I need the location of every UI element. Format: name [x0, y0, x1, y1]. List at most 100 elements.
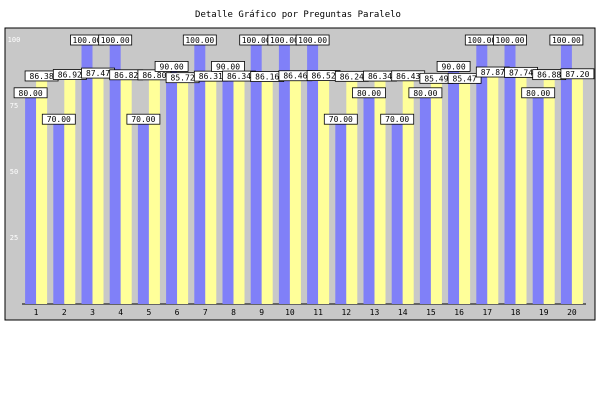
bar-series2: [487, 72, 499, 305]
chart-title: Detalle Gráfico por Preguntas Paralelo: [195, 10, 401, 20]
bar-series1: [194, 40, 206, 304]
category-labels: 1 2 3 4 5 6 7 8 9 10 11 12 13 14 15 16 17 18 19 20: [34, 308, 577, 317]
data-label-value: 90.00: [216, 62, 240, 71]
data-label-value: 100.00: [298, 36, 327, 45]
data-label-value: 86.34: [227, 72, 251, 81]
data-label-box: [380, 113, 415, 125]
bar-series1: [109, 40, 121, 304]
category-label: 15: [426, 308, 436, 317]
y-tick-label: 100: [8, 36, 21, 44]
data-label-value: 70.00: [385, 115, 409, 124]
y-tick-label: 50: [10, 168, 18, 176]
data-label-value: 87.74: [509, 68, 533, 77]
data-label-box: [13, 87, 48, 99]
bar-series2: [177, 77, 189, 304]
bar-series1: [335, 119, 347, 304]
data-label-box: [493, 34, 527, 46]
bar-series2: [402, 75, 414, 304]
bar-series2: [318, 75, 330, 305]
data-label-value: 86.16: [255, 73, 279, 82]
bar-series2: [64, 74, 76, 305]
data-label: 70.00: [380, 113, 415, 125]
data-label: 80.00: [352, 87, 386, 99]
bar-series2: [233, 76, 245, 304]
bar-series1: [81, 40, 93, 304]
category-label: 9: [259, 308, 264, 317]
category-label: 13: [370, 308, 380, 317]
data-label-value: 87.20: [565, 70, 589, 79]
bar-series1: [391, 119, 403, 304]
bar-series1: [53, 119, 65, 304]
bar-series2: [120, 74, 132, 304]
bar-series1: [250, 40, 262, 304]
y-tick-label: 75: [10, 102, 18, 110]
bar-series2: [205, 76, 217, 304]
data-label: 100.00: [295, 34, 330, 46]
bar-series1: [166, 66, 178, 305]
bar-series1: [222, 66, 234, 305]
bar-series1: [476, 40, 488, 304]
data-label-value: 86.80: [142, 71, 166, 80]
data-label-value: 87.47: [86, 69, 110, 78]
data-label-box: [521, 87, 556, 99]
data-label: 80.00: [408, 87, 443, 99]
category-label: 5: [146, 308, 151, 317]
bar-series2: [148, 74, 160, 305]
data-label: 87.20: [560, 68, 595, 80]
bar-series1: [532, 92, 544, 304]
y-tick-label: 25: [10, 234, 18, 242]
bar-series2: [430, 78, 442, 304]
data-label: 90.00: [436, 61, 471, 72]
bar-series2: [571, 73, 583, 305]
bar-series2: [36, 75, 48, 304]
category-label: 17: [482, 308, 492, 317]
bar-series2: [261, 76, 273, 304]
category-label: 19: [539, 308, 549, 317]
data-label-box: [295, 34, 330, 46]
data-label-value: 85.47: [453, 74, 477, 83]
data-label-value: 86.38: [30, 72, 54, 81]
data-label-value: 86.92: [58, 71, 82, 80]
data-label-value: 100.00: [552, 36, 581, 45]
category-label: 2: [62, 308, 67, 317]
data-label-value: 80.00: [413, 89, 437, 98]
data-label-value: 70.00: [131, 115, 155, 124]
data-label: 100.00: [549, 34, 584, 46]
data-label-box: [447, 72, 482, 84]
bar-series2: [515, 72, 527, 305]
data-label-value: 86.24: [340, 72, 364, 81]
bar-series1: [307, 40, 319, 304]
y-tick-labels: 25 50 75 100: [8, 36, 21, 242]
data-label: 90.00: [154, 61, 189, 72]
data-label-value: 100.00: [496, 36, 525, 45]
data-label-box: [436, 61, 471, 72]
category-label: 4: [118, 308, 123, 317]
data-label-value: 90.00: [160, 62, 184, 71]
data-label: 100.00: [493, 34, 527, 46]
data-label: 80.00: [521, 87, 556, 99]
data-label-value: 86.82: [114, 71, 138, 80]
data-label: 100.00: [182, 34, 217, 46]
data-label-value: 86.31: [199, 72, 223, 81]
bar-series1: [278, 40, 290, 304]
data-label-box: [98, 34, 133, 46]
data-label-value: 100.00: [185, 36, 214, 45]
category-label: 18: [511, 308, 521, 317]
data-label: 100.00: [98, 34, 133, 46]
data-label: 70.00: [126, 113, 161, 125]
data-label-box: [549, 34, 584, 46]
bar-series2: [543, 74, 555, 304]
category-label: 20: [567, 308, 577, 317]
category-label: 3: [90, 308, 95, 317]
bar-series2: [459, 78, 471, 305]
data-label-value: 86.52: [312, 72, 336, 81]
data-label-box: [154, 61, 189, 72]
bar-series2: [346, 76, 358, 304]
data-label-value: 86.34: [368, 72, 392, 81]
bars: [25, 40, 583, 305]
bar-series2: [92, 73, 104, 305]
data-label-value: 90.00: [442, 62, 466, 71]
data-label-value: 86.43: [396, 72, 420, 81]
data-label: 80.00: [13, 87, 48, 99]
data-labels: 80.00 86.38 70.00 86.92 100.00 87.47 100.00 86.…: [13, 34, 595, 125]
